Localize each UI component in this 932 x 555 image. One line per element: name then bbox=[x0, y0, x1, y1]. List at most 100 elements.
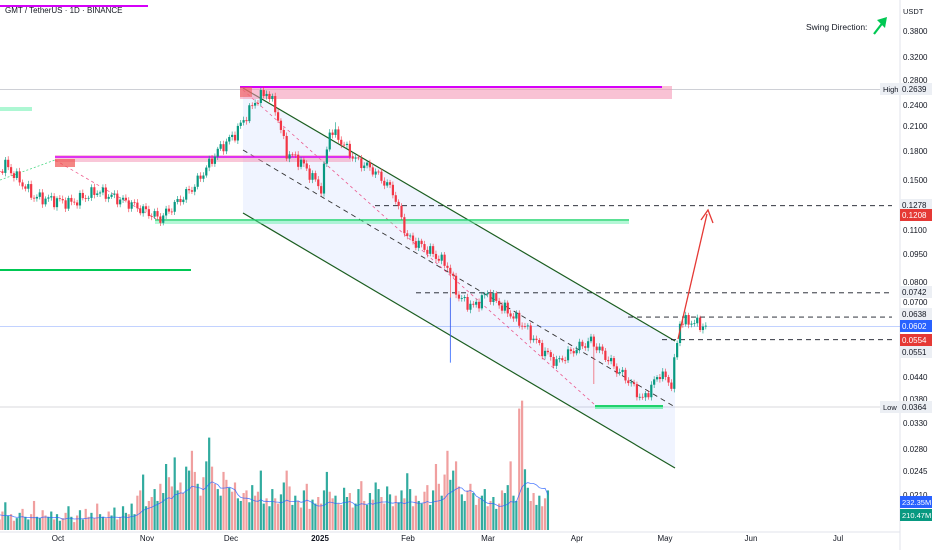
volume-bar bbox=[202, 477, 205, 530]
candle-body bbox=[607, 359, 610, 362]
candle-body bbox=[403, 217, 406, 234]
volume-bar bbox=[483, 489, 486, 530]
candle-body bbox=[1, 171, 4, 173]
candle-body bbox=[348, 143, 351, 157]
candle-body bbox=[650, 384, 653, 398]
candle-body bbox=[144, 206, 148, 210]
volume-bar bbox=[61, 518, 64, 530]
volume-bar bbox=[331, 498, 334, 530]
volume-bar bbox=[429, 504, 432, 530]
volume-bar bbox=[440, 495, 443, 530]
candle-body bbox=[380, 171, 383, 181]
price-label-badge: 0.0742 bbox=[900, 286, 932, 298]
x-tick-label: Jun bbox=[745, 534, 758, 543]
candle-body bbox=[179, 199, 182, 203]
candle-body bbox=[225, 141, 228, 152]
candle-body bbox=[647, 393, 650, 398]
price-label-value: 0.0554 bbox=[902, 336, 927, 345]
price-label-value: 0.0602 bbox=[902, 322, 927, 331]
candle-body bbox=[116, 193, 119, 205]
candle-body bbox=[690, 323, 693, 325]
candle-body bbox=[248, 105, 251, 122]
candle-body bbox=[87, 197, 90, 199]
candle-body bbox=[543, 350, 547, 357]
candle-body bbox=[47, 197, 50, 199]
volume-bar bbox=[81, 519, 84, 530]
price-label-value: 0.0551 bbox=[902, 348, 927, 357]
volume-bar bbox=[139, 490, 142, 530]
volume-bar bbox=[70, 516, 73, 530]
candle-body bbox=[322, 163, 326, 194]
volume-bar bbox=[466, 490, 469, 530]
candle-body bbox=[208, 158, 211, 168]
volume-bar bbox=[262, 503, 265, 530]
candle-body bbox=[667, 377, 670, 383]
volume-bar bbox=[119, 516, 122, 530]
volume-bar bbox=[380, 497, 383, 530]
volume-bar bbox=[305, 483, 308, 530]
candle-body bbox=[98, 192, 102, 194]
volume-bar bbox=[546, 490, 550, 530]
volume-bar bbox=[12, 520, 16, 530]
volume-bar bbox=[538, 495, 541, 530]
candle-body bbox=[655, 377, 659, 380]
volume-bar bbox=[409, 489, 412, 530]
candle-body bbox=[139, 208, 142, 214]
volume-bar bbox=[443, 474, 446, 530]
candle-body bbox=[572, 351, 575, 354]
volume-bar bbox=[397, 502, 400, 530]
volume-bar bbox=[452, 470, 455, 530]
candle-body bbox=[219, 144, 222, 149]
candle-body bbox=[308, 168, 311, 180]
volume-bar bbox=[75, 515, 79, 530]
volume-bar bbox=[87, 516, 90, 530]
candle-body bbox=[431, 246, 435, 254]
candle-body bbox=[84, 198, 87, 199]
volume-bar bbox=[142, 474, 145, 530]
candle-body bbox=[164, 208, 168, 216]
candle-body bbox=[107, 196, 110, 199]
y-tick-label: 0.1800 bbox=[903, 147, 928, 156]
candle-body bbox=[30, 184, 33, 198]
volume-bar bbox=[47, 516, 50, 530]
candle-body bbox=[265, 93, 268, 97]
volume-bar bbox=[489, 500, 492, 530]
volume-bar bbox=[199, 495, 202, 530]
candle-body bbox=[167, 208, 171, 212]
y-tick-label: 0.3200 bbox=[903, 53, 928, 62]
candle-body bbox=[638, 396, 641, 398]
volume-bar bbox=[124, 512, 128, 530]
candle-body bbox=[325, 149, 328, 164]
candle-body bbox=[363, 165, 366, 169]
volume-bar bbox=[400, 490, 403, 530]
price-label-bg bbox=[900, 320, 932, 332]
volume-bar bbox=[460, 494, 463, 530]
volume-bar bbox=[414, 495, 417, 530]
volume-bar bbox=[434, 464, 438, 530]
price-label-tag-bg bbox=[880, 83, 900, 95]
price-label-bg bbox=[900, 209, 932, 221]
candle-body bbox=[73, 201, 76, 203]
candle-body bbox=[374, 171, 377, 175]
volume-bar bbox=[314, 503, 317, 530]
candle-body bbox=[38, 192, 41, 197]
volume-bar bbox=[363, 500, 366, 530]
candle-body bbox=[612, 358, 616, 367]
volume-bar bbox=[219, 495, 222, 530]
volume-bar bbox=[351, 507, 354, 530]
candle-body bbox=[469, 303, 472, 310]
volume-bar bbox=[179, 482, 182, 530]
volume-bar bbox=[383, 503, 386, 530]
candle-body bbox=[584, 346, 587, 348]
volume-bar bbox=[518, 408, 521, 530]
volume-bar bbox=[509, 461, 512, 530]
volume-bar bbox=[472, 493, 475, 530]
candle-body bbox=[552, 357, 555, 366]
candle-body bbox=[698, 317, 702, 331]
volume-bar bbox=[21, 508, 24, 530]
volume-bar bbox=[391, 506, 395, 530]
demand-zone-left bbox=[0, 107, 32, 111]
price-label-bg bbox=[900, 199, 932, 211]
